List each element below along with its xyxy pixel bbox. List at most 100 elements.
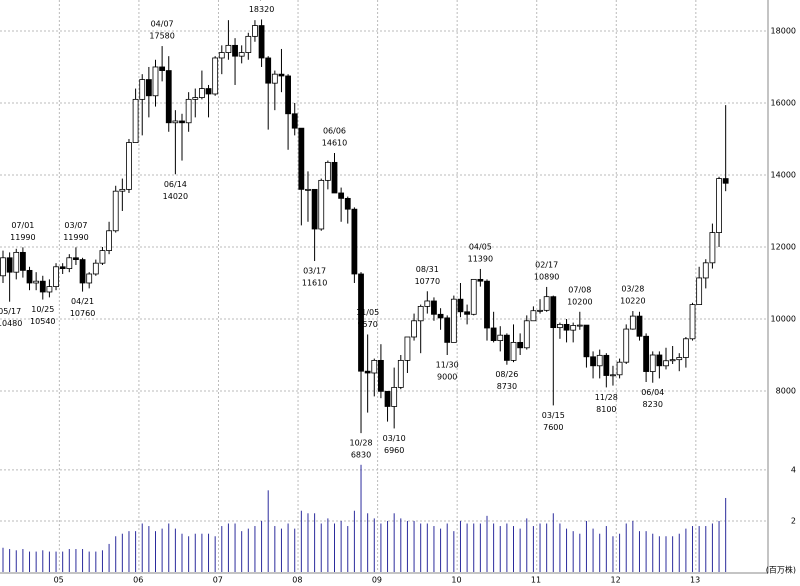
annotation-value: 14610 [322,139,347,148]
annotation-date: 11/28 [595,393,618,402]
candle-body [583,324,590,358]
candle-body [629,315,636,330]
x-tick-label: 09 [372,576,382,585]
candle-body [73,257,79,260]
candle-body [470,278,477,315]
candle-body [576,324,583,327]
candle-body [265,57,272,84]
annotation-date: 04/21 [71,297,94,306]
candle-body [397,359,404,388]
candle-body [126,142,132,190]
candle-body [218,52,225,59]
annotation-date: 06/14 [164,180,187,189]
annotation-value: 11390 [468,254,493,263]
annotation-value: 11990 [10,233,35,242]
candle-body [378,359,384,392]
candle-body [238,52,245,57]
candle-body [464,311,471,315]
annotation-value: 10480 [0,319,22,328]
candle-body [318,179,325,230]
annotation-date: 05/17 [0,307,21,316]
candle-body [610,374,616,377]
y-tick-label: 12000 [771,242,796,251]
candle-body [450,298,457,343]
annotation-value: 11610 [302,279,327,288]
candle-body [106,230,112,251]
candle-body [285,75,291,115]
candle-body [537,309,543,312]
candle-body [656,354,663,367]
candle-body [298,127,305,190]
candle-body [351,208,358,275]
volume-unit: (百万株) [766,565,796,575]
candle-body [702,262,709,279]
candle-body [205,88,212,95]
candle-body [132,98,139,143]
volume-tick-label: 4 [791,465,796,474]
annotation-date: 04/07 [151,20,174,29]
candle-body [490,327,497,341]
candle-body [179,120,185,124]
candle-body [99,250,106,264]
volume-tick-label: 2 [791,516,796,525]
candle-body [278,73,285,77]
candle-body [271,73,278,84]
candle-body [225,44,232,53]
candle-body [46,286,53,293]
candle-body [172,120,179,124]
candle-body [543,296,550,311]
annotation-value: 8730 [497,382,517,391]
annotation-value: 11990 [63,233,88,242]
candle-body [291,113,298,129]
annotation-value: 8100 [596,405,616,414]
annotation-value: 7600 [543,423,563,432]
annotation-value: 6960 [384,446,404,455]
candle-body [523,320,530,349]
candle-body [358,273,364,372]
candle-body [139,79,146,100]
x-tick-label: 05 [54,576,64,585]
candle-body [510,341,517,361]
annotation-date: 03/15 [542,411,565,420]
candle-body [391,386,398,407]
candle-body [643,335,650,372]
x-tick-label: 12 [610,576,620,585]
candle-body [663,360,669,367]
candle-body [232,44,238,57]
candle-body [709,232,716,264]
candle-body [417,305,424,322]
candle-body [503,334,510,361]
candle-body [424,300,431,307]
candle-body [384,390,391,407]
candle-body [636,315,643,337]
candle-body [159,66,166,71]
candle-body [86,273,93,284]
candle-body [6,257,13,273]
candle-body [311,188,318,230]
candle-body [570,325,577,331]
candle-body [371,359,378,374]
annotation-value: 6830 [351,451,371,460]
candle-body [59,266,66,269]
x-tick-label: 10 [451,576,461,585]
candle-body [649,354,656,372]
annotation-date: 07/05 [250,0,273,2]
y-tick-label: 18000 [771,26,796,35]
x-tick-label: 11 [531,576,541,585]
annotation-value: 9000 [437,372,457,381]
candle-body [245,35,252,53]
candle-body [112,190,119,232]
candle-body [119,188,126,192]
annotation-value: 10220 [620,297,645,306]
candle-body [722,178,729,184]
annotation-date: 07/01 [11,221,34,230]
y-tick-label: 10000 [771,314,796,323]
annotation-date: 08/31 [416,265,439,274]
candle-body [557,323,563,329]
candle-body [258,25,265,59]
annotation-value: 14020 [163,192,188,201]
candle-body [676,357,683,361]
x-tick-label: 13 [690,576,700,585]
